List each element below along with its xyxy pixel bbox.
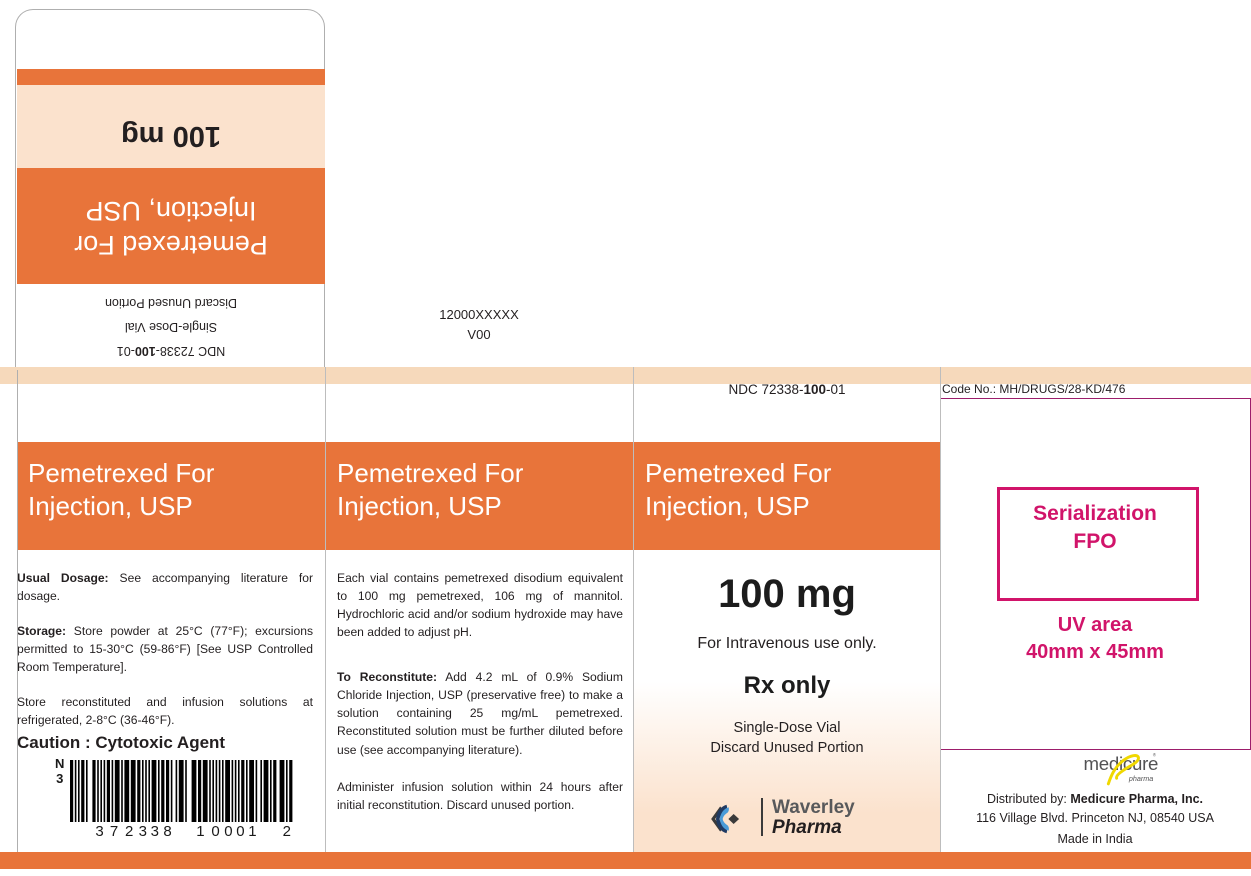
svg-text:2: 2 xyxy=(125,823,133,840)
svg-text:8: 8 xyxy=(163,823,171,840)
svg-text:1: 1 xyxy=(196,823,204,840)
svg-text:3: 3 xyxy=(151,823,159,840)
svg-text:2: 2 xyxy=(283,823,291,840)
svg-text:0: 0 xyxy=(236,823,244,840)
svg-text:3: 3 xyxy=(139,823,147,840)
svg-text:0: 0 xyxy=(224,823,232,840)
svg-text:1: 1 xyxy=(248,823,256,840)
svg-text:0: 0 xyxy=(211,823,219,840)
svg-text:3: 3 xyxy=(95,823,103,840)
svg-text:7: 7 xyxy=(110,823,118,840)
svg-text:pharma: pharma xyxy=(1128,774,1153,783)
